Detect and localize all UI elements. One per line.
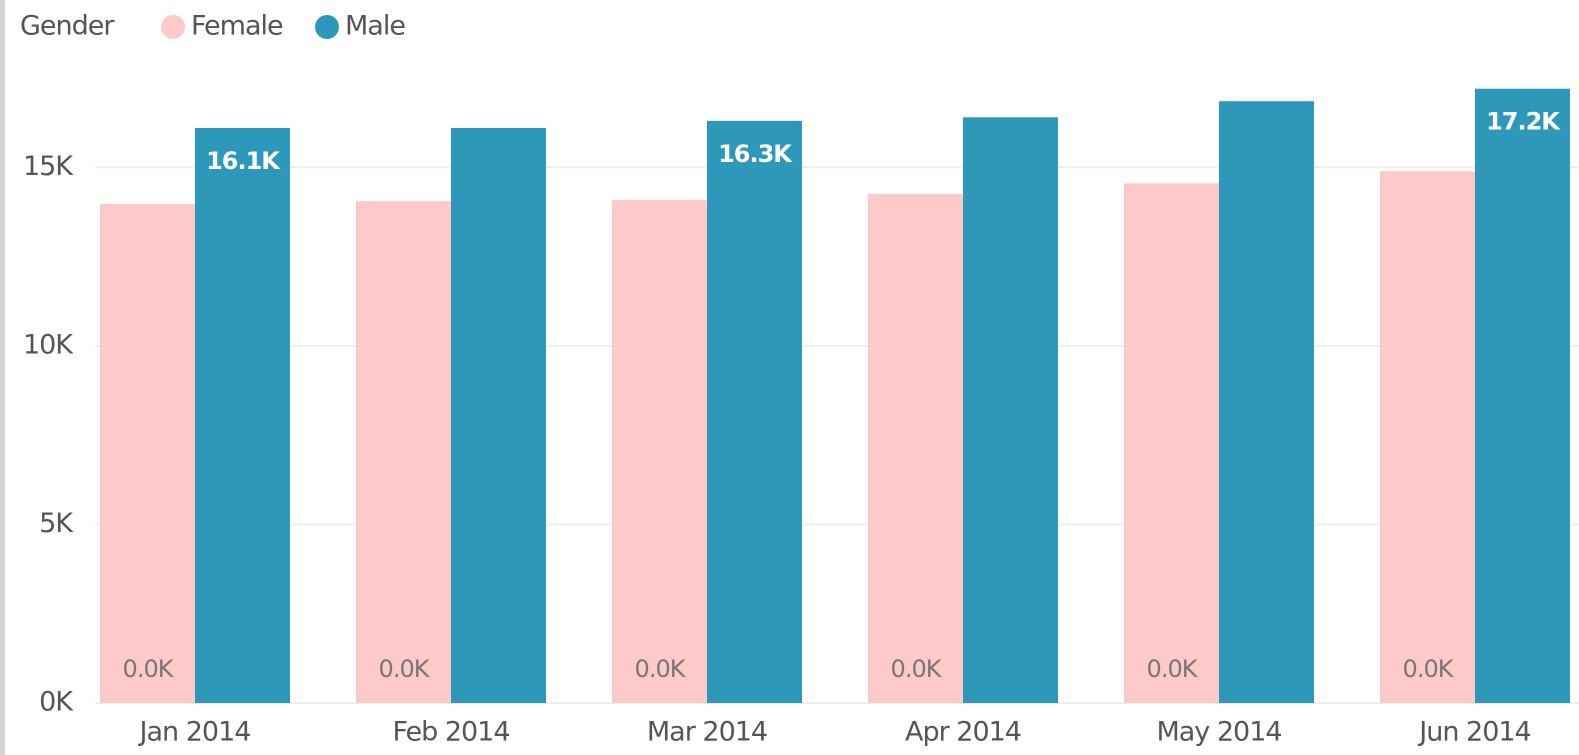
- annotation: 0.0K: [379, 655, 431, 683]
- data-label: 16.1K: [206, 147, 281, 175]
- x-tick-label: Mar 2014: [647, 717, 767, 748]
- annotation: 0.0K: [891, 655, 943, 683]
- bar: [1219, 101, 1314, 703]
- data-label: 17.2K: [1486, 108, 1561, 136]
- legend-swatch: [161, 15, 185, 39]
- bar: [356, 201, 451, 703]
- annotation: 0.0K: [635, 655, 687, 683]
- bar: [612, 200, 707, 703]
- legend-title: Gender: [20, 11, 115, 42]
- data-label: 16.3K: [718, 140, 793, 168]
- y-tick-label: 10K: [23, 329, 74, 360]
- annotation: 0.0K: [123, 655, 175, 683]
- x-tick-label: Jun 2014: [1417, 717, 1530, 748]
- x-tick-label: Jan 2014: [138, 717, 251, 748]
- bar: [195, 128, 290, 703]
- bar: [868, 194, 963, 704]
- x-tick-label: Apr 2014: [905, 717, 1021, 748]
- x-tick-label: Feb 2014: [392, 717, 509, 748]
- legend-label: Female: [191, 11, 283, 42]
- y-tick-label: 5K: [39, 508, 74, 539]
- left-border: [0, 0, 5, 755]
- bar: [1124, 183, 1219, 703]
- x-tick-label: May 2014: [1156, 717, 1281, 748]
- y-tick-label: 0K: [39, 687, 74, 718]
- bar: [1475, 88, 1570, 703]
- legend-label: Male: [345, 11, 405, 42]
- bar: [1380, 171, 1475, 703]
- annotation: 0.0K: [1147, 655, 1199, 683]
- bar: [963, 117, 1058, 704]
- bar: [707, 120, 802, 704]
- legend-swatch: [315, 15, 339, 39]
- bar: [451, 128, 546, 703]
- y-tick-label: 15K: [23, 151, 74, 182]
- bar: [100, 204, 195, 704]
- annotation: 0.0K: [1403, 655, 1455, 683]
